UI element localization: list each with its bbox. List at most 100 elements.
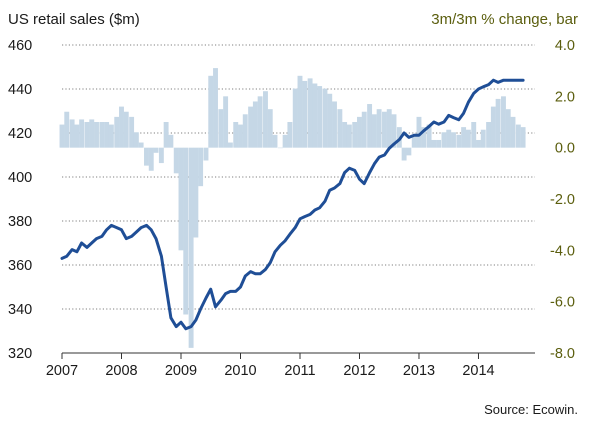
- y-right-tick-label: -6.0: [550, 295, 575, 311]
- y-left-tick-label: 420: [8, 126, 32, 142]
- bar: [64, 111, 70, 148]
- bar: [312, 83, 318, 148]
- bar: [84, 122, 90, 148]
- bar: [158, 147, 164, 164]
- y-right-tick-label: 4.0: [555, 38, 575, 54]
- bar: [227, 142, 233, 148]
- y-left-tick-label: 460: [8, 38, 32, 54]
- bar: [242, 114, 248, 148]
- bar: [357, 116, 362, 148]
- bar: [327, 93, 333, 148]
- bar: [490, 106, 496, 148]
- bar: [238, 124, 243, 148]
- x-tick-label: 2014: [462, 363, 494, 379]
- bar: [123, 111, 129, 148]
- y-left-tick-label: 360: [8, 258, 32, 274]
- bar: [391, 114, 397, 148]
- bar: [287, 122, 293, 148]
- bar: [461, 127, 467, 148]
- bar: [129, 116, 135, 148]
- bar: [456, 134, 462, 148]
- y-left-tick-label: 400: [8, 170, 32, 186]
- bar: [510, 116, 516, 148]
- retail-sales-line: [60, 78, 525, 331]
- bar: [480, 129, 486, 148]
- x-tick-label: 2010: [224, 363, 256, 379]
- y-left-tick-label: 440: [8, 82, 32, 98]
- y-right-tick-label: -4.0: [550, 243, 575, 259]
- bar: [69, 119, 75, 148]
- bar: [406, 147, 412, 156]
- axes: [61, 352, 535, 359]
- bar: [193, 147, 199, 238]
- bar: [436, 139, 442, 148]
- bar: [302, 80, 308, 148]
- bar: [441, 132, 447, 148]
- bar-series: [59, 68, 526, 348]
- bar: [520, 127, 526, 148]
- bar: [446, 129, 452, 148]
- bar: [505, 109, 511, 148]
- y-left-tick-label: 380: [8, 214, 32, 230]
- bar: [89, 119, 95, 148]
- bar: [133, 132, 139, 148]
- bar: [108, 124, 114, 148]
- bar: [376, 109, 382, 148]
- bar: [263, 91, 268, 148]
- bar: [198, 147, 204, 187]
- x-tick-label: 2009: [165, 363, 197, 379]
- grid-lines: [62, 44, 535, 310]
- bar: [421, 127, 427, 148]
- bar: [104, 122, 110, 148]
- bar: [476, 139, 481, 148]
- bar: [332, 101, 337, 148]
- y-right-tick-label: 0.0: [555, 141, 575, 157]
- bar: [277, 147, 283, 149]
- bar: [317, 86, 323, 148]
- y-right-tick-label: -2.0: [550, 192, 575, 208]
- bar: [138, 142, 144, 148]
- bar: [208, 75, 214, 148]
- bar: [257, 96, 263, 148]
- bar: [148, 147, 154, 171]
- bar: [233, 122, 239, 148]
- x-tick-label: 2012: [343, 363, 375, 379]
- bar: [501, 96, 506, 148]
- y-left-tick-label: 340: [8, 302, 32, 318]
- bar: [223, 96, 229, 148]
- bar: [416, 116, 422, 148]
- bar: [401, 147, 407, 161]
- bar: [471, 122, 477, 148]
- y-right-tick-label: -8.0: [550, 346, 575, 362]
- bar: [94, 122, 99, 148]
- bar: [252, 101, 258, 148]
- bar: [114, 116, 120, 148]
- x-tick-label: 2008: [105, 363, 137, 379]
- bar: [248, 106, 254, 148]
- bar: [342, 122, 348, 148]
- tick-labels: 320 340 360 380 400 420 440 460 -8.0 -6.0 -4.0 -2.0…: [8, 38, 575, 379]
- bar: [99, 122, 105, 148]
- bar: [272, 134, 278, 148]
- bar: [59, 124, 65, 148]
- bar: [346, 124, 352, 148]
- bar: [515, 124, 521, 148]
- bar: [144, 147, 149, 166]
- bar: [282, 134, 288, 148]
- bar: [168, 134, 174, 148]
- bar: [352, 122, 358, 148]
- right-axis-title: 3m/3m % change, bar: [431, 11, 578, 28]
- bar: [451, 132, 456, 148]
- bar: [337, 109, 343, 148]
- bar: [74, 124, 80, 148]
- bar: [173, 147, 179, 174]
- bar: [292, 88, 298, 148]
- y-left-tick-label: 320: [8, 346, 32, 362]
- bar: [307, 78, 313, 148]
- bar: [431, 139, 437, 148]
- bar: [218, 109, 224, 148]
- bar: [367, 104, 373, 148]
- bar: [382, 111, 387, 148]
- bar: [386, 109, 392, 148]
